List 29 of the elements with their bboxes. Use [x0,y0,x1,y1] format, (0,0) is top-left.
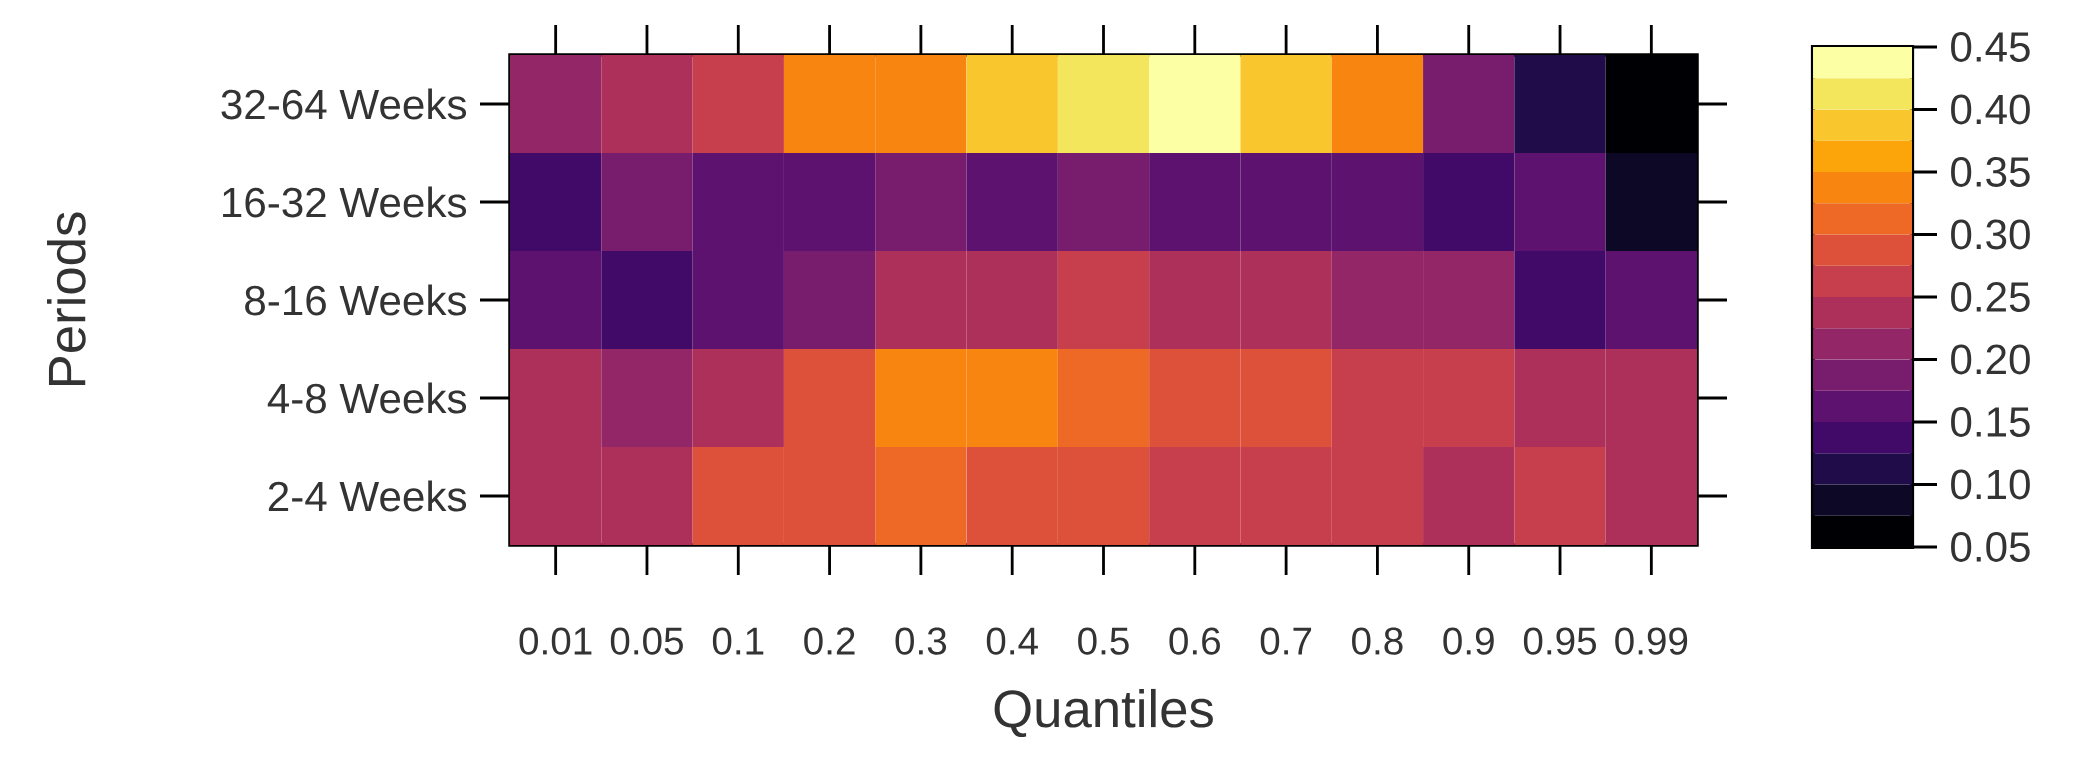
color-bar-label: 0.15 [1951,407,2030,437]
x-tick-label: 0.8 [1352,627,1403,655]
x-tick-label: 0.1 [712,627,764,655]
x-tick-label: 0.3 [895,627,947,655]
y-axis-title: Periods [47,212,86,386]
color-bar-label: 0.25 [1951,282,2030,312]
x-tick-label: 0.7 [1260,627,1312,655]
color-bar-label: 0.35 [1951,157,2030,187]
x-tick-label: 0.01 [519,627,592,655]
x-tick-label: 0.05 [610,627,683,655]
x-tick-label: 0.95 [1523,627,1596,655]
x-tick-label: 0.5 [1078,627,1129,655]
y-tick-label: 4-8 Weeks [267,382,467,414]
x-tick-label: 0.2 [804,627,855,655]
color-bar-label: 0.40 [1951,94,2030,125]
x-tick-label: 0.99 [1615,627,1688,655]
color-bar-label: 0.45 [1951,32,2030,62]
y-tick-label: 16-32 Weeks [223,186,467,218]
x-axis-title: Quantiles [994,688,1213,738]
x-tick-label: 0.6 [1169,627,1220,655]
x-tick-label: 0.9 [1443,627,1494,655]
color-bar-label: 0.20 [1951,344,2030,375]
y-tick-label: 2-4 Weeks [268,480,467,512]
y-tick-label: 32-64 Weeks [221,88,467,120]
color-bar-label: 0.05 [1951,532,2030,562]
y-tick-label: 8-16 Weeks [245,284,467,316]
x-tick-label: 0.4 [986,627,1038,655]
color-bar-label: 0.30 [1951,219,2030,250]
color-bar-label: 0.10 [1951,469,2030,500]
